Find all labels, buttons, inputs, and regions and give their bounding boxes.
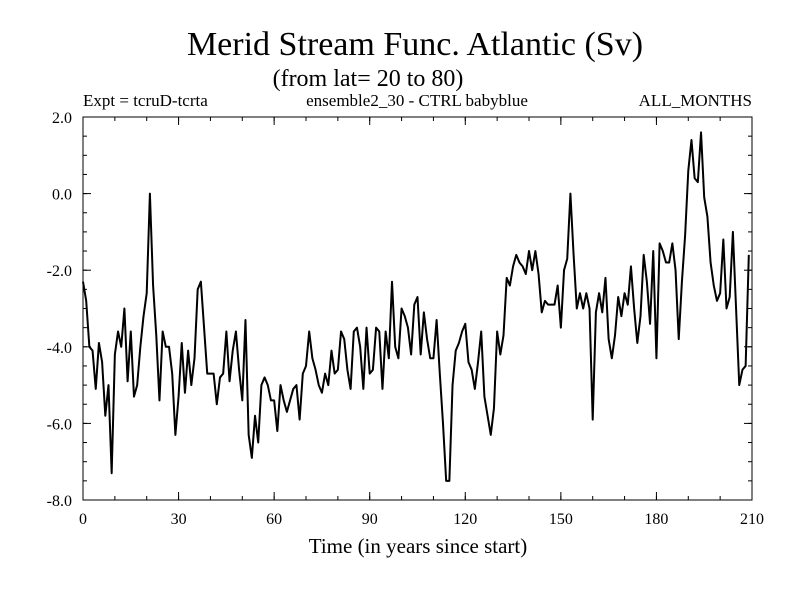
x-tick-label: 180 (644, 511, 668, 528)
y-axis-tick-labels: -8.0 -6.0 -4.0 -2.0 0.0 2.0 (47, 110, 72, 510)
x-tick-label: 0 (79, 511, 87, 528)
x-tick-label: 120 (453, 511, 477, 528)
x-axis-tick-labels: 0 30 60 90 120 150 180 210 (79, 511, 764, 528)
ensemble-label: ensemble2_30 - CTRL babyblue (306, 91, 528, 110)
y-tick-label: -4.0 (47, 340, 72, 357)
expt-label: Expt = tcruD-tcrta (83, 91, 208, 110)
x-tick-label: 30 (171, 511, 187, 528)
series-line (82, 131, 750, 482)
y-tick-label: -8.0 (47, 493, 72, 510)
x-tick-label: 60 (266, 511, 282, 528)
x-axis-label: Time (in years since start) (309, 534, 528, 558)
x-tick-label: 90 (362, 511, 378, 528)
y-tick-label: -2.0 (47, 263, 72, 280)
y-tick-label: 0.0 (52, 187, 72, 204)
chart-title: Merid Stream Func. Atlantic (Sv) (187, 26, 643, 63)
x-tick-label: 150 (549, 511, 573, 528)
months-label: ALL_MONTHS (639, 91, 752, 110)
x-tick-label: 210 (740, 511, 764, 528)
y-tick-label: 2.0 (52, 110, 72, 127)
chart-subtitle: (from lat= 20 to 80) (273, 66, 464, 92)
y-tick-label: -6.0 (47, 416, 72, 433)
